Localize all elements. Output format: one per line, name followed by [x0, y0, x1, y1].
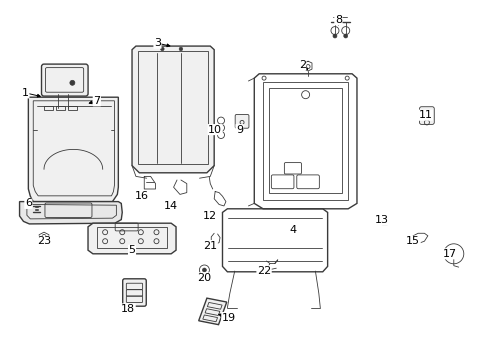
- Text: 9: 9: [236, 125, 243, 135]
- Circle shape: [70, 80, 75, 85]
- Bar: [44, 106, 53, 110]
- Text: 12: 12: [203, 211, 217, 221]
- Text: 5: 5: [128, 245, 135, 255]
- Text: 8: 8: [334, 15, 341, 25]
- Text: 7: 7: [93, 96, 100, 106]
- Text: 16: 16: [135, 191, 148, 201]
- Polygon shape: [88, 223, 176, 254]
- Text: 23: 23: [37, 236, 51, 246]
- Text: 15: 15: [406, 236, 419, 246]
- Text: 13: 13: [374, 215, 387, 225]
- Text: 19: 19: [222, 312, 235, 323]
- Bar: [56, 106, 65, 110]
- Circle shape: [179, 47, 183, 51]
- Text: 11: 11: [418, 110, 431, 120]
- FancyBboxPatch shape: [122, 279, 146, 306]
- Circle shape: [332, 34, 336, 38]
- Circle shape: [160, 47, 164, 51]
- Text: 4: 4: [289, 225, 296, 235]
- Polygon shape: [198, 298, 226, 325]
- Text: 6: 6: [25, 198, 32, 208]
- Text: 17: 17: [442, 249, 456, 259]
- Text: 20: 20: [197, 273, 211, 283]
- Circle shape: [343, 34, 347, 38]
- Text: 22: 22: [256, 266, 271, 276]
- Text: 21: 21: [203, 240, 217, 251]
- Polygon shape: [20, 202, 122, 224]
- Text: 2: 2: [298, 60, 305, 70]
- FancyBboxPatch shape: [235, 114, 248, 128]
- Text: 18: 18: [121, 304, 135, 314]
- Polygon shape: [28, 97, 118, 202]
- Polygon shape: [132, 46, 214, 173]
- Text: 1: 1: [22, 88, 29, 98]
- Text: 14: 14: [164, 201, 178, 211]
- Bar: [68, 106, 77, 110]
- Circle shape: [202, 268, 206, 272]
- FancyBboxPatch shape: [419, 107, 433, 125]
- Text: 3: 3: [154, 38, 161, 48]
- FancyBboxPatch shape: [41, 64, 88, 96]
- Text: 10: 10: [208, 125, 222, 135]
